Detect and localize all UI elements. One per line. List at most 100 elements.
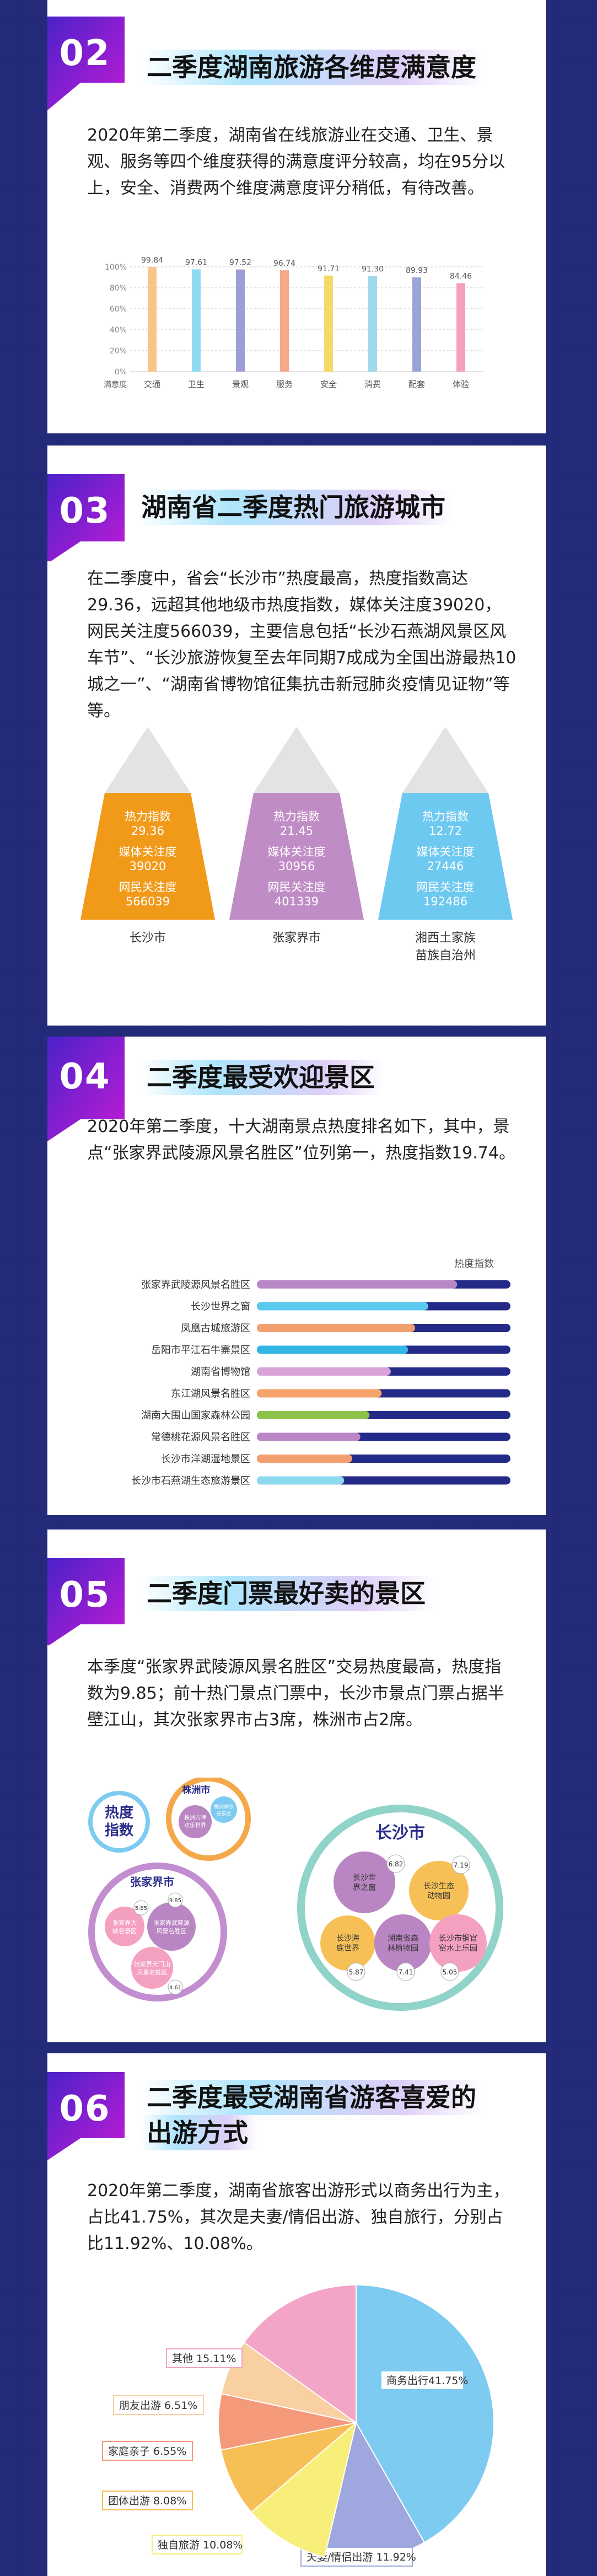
item-label: 张家界天门山 [134, 1960, 170, 1968]
section-title: 二季度最受欢迎景区 [141, 1060, 384, 1095]
group-name: 长沙市 [375, 1823, 425, 1843]
pie-slice-其他 [243, 2284, 357, 2424]
y-tick-label: 0% [115, 368, 127, 377]
item-bubble [409, 1861, 469, 1920]
section-description: 2020年第二季度，湖南省在线旅游业在交通、卫生、景观、服务等四个维度获得的满意… [87, 126, 505, 198]
section-title: 二季度门票最好卖的景区 [141, 1576, 434, 1611]
item-label: 张家界武陵源 [153, 1919, 190, 1926]
attraction-label: 常德桃花源风景名胜区 [151, 1432, 250, 1443]
bar-fill [257, 1411, 370, 1419]
bar-fill [257, 1280, 458, 1289]
cone-stat: 21.45 [280, 824, 313, 838]
cone-stat: 29.36 [131, 824, 164, 838]
category-label: 配套 [408, 379, 425, 389]
section-hot-cities: 03 湖南省二季度热门旅游城市 在二季度中，省会“长沙市”热度最高，热度指数高达… [47, 446, 546, 1026]
cone-body [80, 793, 215, 920]
bar-安全 [324, 275, 333, 372]
legend-label: 热度指数 [454, 1258, 494, 1270]
pie-label: 团体出游 8.08% [108, 2495, 186, 2507]
section-description: 2020年第二季度，湖南省旅客出游形式以商务出行为主，占比41.75%，其次是夫… [87, 2181, 510, 2253]
y-tick-label: 80% [110, 284, 127, 293]
item-value-bubble [440, 1962, 459, 1981]
attraction-label: 湖南省博物馆 [191, 1366, 250, 1378]
bar-fill [257, 1302, 428, 1311]
section-number: 02 [59, 33, 111, 74]
cone-body [229, 793, 364, 920]
item-label: 窑水上乐园 [439, 1944, 477, 1953]
pie-label: 其他 15.11% [172, 2353, 236, 2365]
item-bubble [179, 1805, 212, 1838]
bar-fill [257, 1389, 382, 1398]
hot-cities-cones: 热力指数29.36媒体关注度39020网民关注度566039长沙市热力指数21.… [80, 727, 513, 963]
item-value-bubble [396, 1962, 415, 1981]
item-bubble [131, 1947, 173, 1989]
cone-stat: 30956 [278, 860, 315, 873]
legend-text: 热度 [105, 1804, 133, 1821]
section-title-line1: 二季度最受湖南省游客喜爱的 [141, 2080, 485, 2115]
attraction-label: 长沙世界之窗 [191, 1301, 250, 1313]
item-label: 欢乐世界 [184, 1822, 206, 1829]
attraction-label: 湖南大围山国家森林公园 [141, 1410, 250, 1421]
item-value: 5.85 [135, 1906, 147, 1912]
cone-stat: 热力指数 [125, 810, 171, 823]
cone-stat: 热力指数 [422, 810, 469, 823]
cone-stat: 39020 [130, 860, 166, 873]
cone-body [378, 793, 513, 920]
item-bubble [147, 1902, 196, 1951]
bar-fill [257, 1345, 408, 1354]
cone-stat: 12.72 [429, 824, 462, 838]
item-label: 湖南省森 [388, 1934, 418, 1943]
category-label: 消费 [364, 379, 381, 389]
item-label: 风景名胜区 [137, 1968, 168, 1976]
city-name: 张家界市 [272, 931, 321, 945]
section-number: 06 [59, 2089, 111, 2129]
section-title-line2: 出游方式 [141, 2115, 257, 2150]
cone-stat: 27446 [427, 860, 464, 873]
pie-label: 独自旅游 10.08% [158, 2539, 243, 2551]
cone-stat: 媒体关注度 [417, 845, 475, 858]
item-label: 底世界 [336, 1944, 359, 1953]
pie-label: 家庭亲子 6.55% [108, 2445, 186, 2457]
bar-value-label: 99.84 [141, 256, 163, 265]
item-label: 长沙世 [353, 1874, 376, 1882]
category-label: 服务 [276, 379, 293, 389]
section-title: 湖南省二季度热门旅游城市 [136, 490, 454, 525]
group-name: 株洲市 [182, 1784, 211, 1796]
item-label: 株洲方特 [184, 1814, 206, 1821]
section-badge: 05 [47, 1530, 125, 1645]
cone-stat: 192486 [423, 895, 467, 908]
bar-value-label: 97.52 [229, 259, 251, 267]
item-value-bubble [347, 1962, 365, 1981]
item-label: 风景名胜区 [157, 1927, 187, 1935]
bar-fill [257, 1432, 361, 1441]
attraction-label: 岳阳市平江石牛寨景区 [151, 1345, 250, 1356]
item-bubble [320, 1915, 375, 1971]
cone-stat: 401339 [275, 895, 319, 908]
attraction-label: 张家界武陵源风景名胜区 [141, 1279, 250, 1291]
item-label: 长沙市铜官 [439, 1934, 477, 1943]
cone-stat: 热力指数 [273, 810, 320, 823]
pie-slice-商务出行 [356, 2284, 494, 2543]
cone-stat: 媒体关注度 [268, 845, 326, 858]
item-label: 谷景区 [216, 1811, 231, 1817]
pie-label-box [166, 2348, 243, 2368]
bar-景观 [236, 269, 245, 372]
bar-fill [257, 1476, 345, 1485]
item-value-bubble [168, 1892, 183, 1908]
item-label: 长沙海 [336, 1934, 359, 1943]
satisfaction-bar-chart: 100% 80% 60% 40% 20% 0% 满意度 99.84 交通 97.61 卫生 97.52… [104, 256, 483, 389]
attraction-label: 凤凰古城旅游区 [181, 1323, 250, 1334]
cone-stat: 566039 [126, 895, 170, 908]
item-value: 5.87 [349, 1968, 364, 1976]
section-number: 03 [59, 491, 111, 532]
bar-fill [257, 1367, 391, 1376]
bar-交通 [148, 267, 157, 372]
item-value-bubble [168, 1979, 183, 1995]
pie-slice-团体出游 [220, 2422, 358, 2513]
item-label: 峡谷景区 [112, 1927, 137, 1935]
section-description: 本季度“张家界武陵源风景名胜区”交易热度最高，热度指数为9.85；前十热门景点门… [87, 1657, 504, 1730]
cone-stat: 网民关注度 [417, 881, 475, 894]
